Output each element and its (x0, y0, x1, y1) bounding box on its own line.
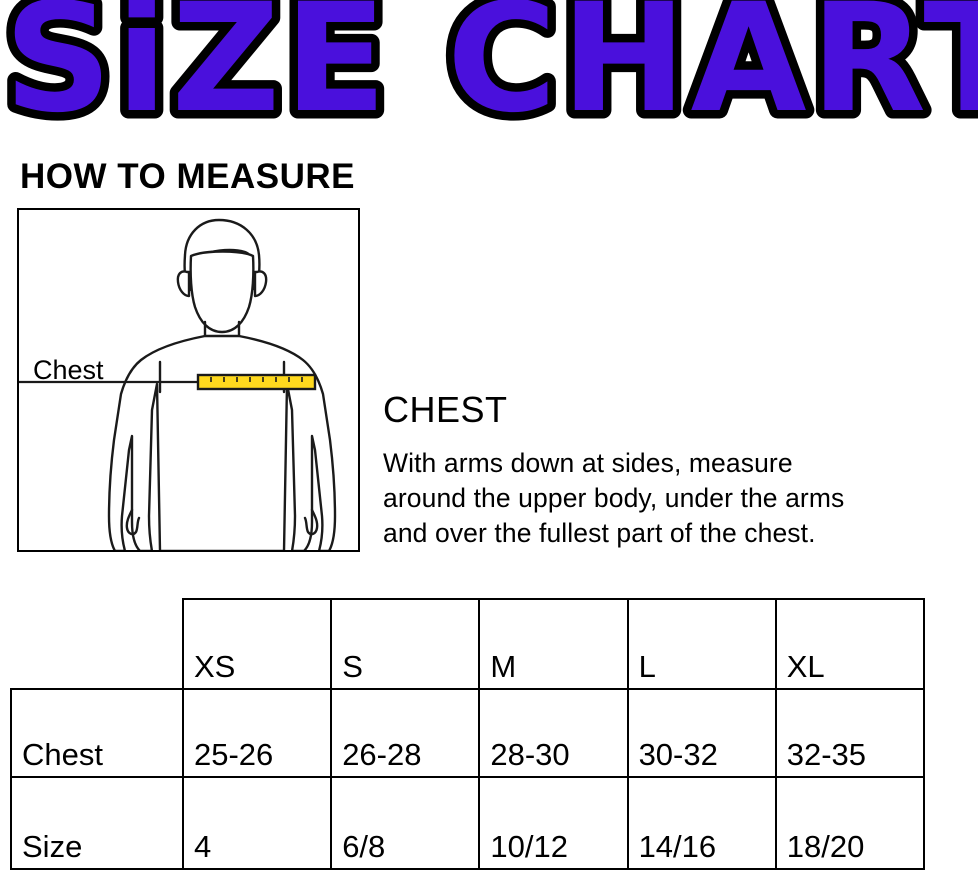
size-xl: 18/20 (774, 776, 926, 870)
size-l: 14/16 (626, 776, 777, 870)
hair-shape (183, 218, 261, 292)
size-chart-title-art: SiZE CHART SiZE CHART (0, 0, 978, 148)
chest-description-line-3: and over the fullest part of the chest. (383, 517, 816, 548)
measure-illustration-box: Chest (17, 208, 360, 552)
table-corner-cell (11, 599, 183, 689)
table-row: Chest 25-26 26-28 28-30 30-32 32-35 (10, 688, 926, 778)
male-torso-figure (19, 218, 337, 550)
chest-description-line-1: With arms down at sides, measure (383, 448, 793, 478)
table-header-row: XS S M L XL (11, 598, 926, 690)
hand-right (303, 508, 319, 536)
chest-l: 30-32 (626, 688, 777, 778)
chest-description-line-2: around the upper body, under the arms (383, 482, 845, 513)
chest-description-block: CHEST With arms down at sides, measure a… (383, 392, 968, 551)
face-shape (189, 250, 255, 334)
chest-xl: 32-35 (774, 688, 926, 778)
table-header-xl: XL (774, 598, 926, 690)
chest-s: 26-28 (330, 688, 481, 778)
title-fill-layer: SiZE CHART (4, 0, 978, 146)
title-outline-layer: SiZE CHART (4, 0, 978, 146)
row-label-chest: Chest (10, 688, 184, 778)
page-title: SiZE CHART SiZE CHART (0, 0, 978, 148)
size-table: XS S M L XL Chest 25-26 26-28 28-30 30-3… (10, 598, 926, 870)
table-header-m: M (478, 598, 629, 690)
chest-xs: 25-26 (181, 688, 333, 778)
chest-m: 28-30 (478, 688, 629, 778)
size-m: 10/12 (478, 776, 629, 870)
chest-measure-label: Chest (33, 355, 104, 385)
how-to-measure-heading: HOW TO MEASURE (20, 157, 355, 196)
chest-description-heading: CHEST (383, 389, 508, 430)
body-outline (107, 334, 337, 550)
size-s: 6/8 (330, 776, 481, 870)
row-label-size: Size (10, 776, 184, 870)
table-header-xs: XS (181, 598, 333, 690)
ear-right (253, 270, 268, 298)
table-header-l: L (626, 598, 777, 690)
table-row: Size 4 6/8 10/12 14/16 18/20 (10, 776, 926, 870)
measuring-tape (196, 373, 317, 391)
tape-band (196, 373, 317, 391)
table-header-s: S (330, 598, 481, 690)
size-xs: 4 (181, 776, 333, 870)
ear-left (176, 270, 191, 298)
hand-left (125, 508, 141, 536)
tape-ticks (210, 377, 303, 382)
